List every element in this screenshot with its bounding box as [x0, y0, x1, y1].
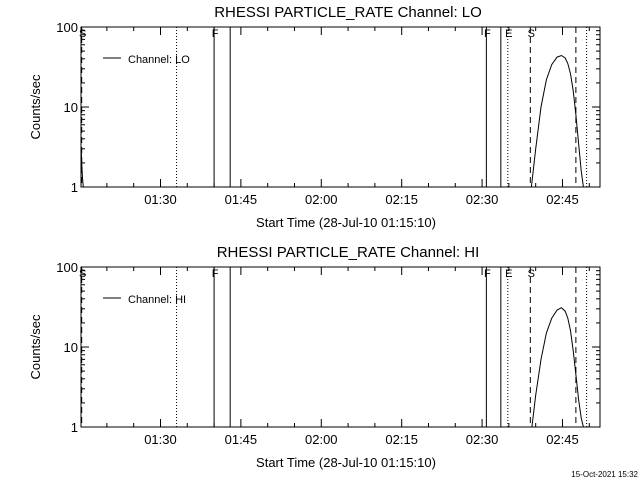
x-tick-label: 02:45	[546, 192, 579, 207]
x-tick-label: 01:45	[225, 192, 258, 207]
legend-label: Channel: LO	[128, 54, 190, 66]
hi-channel-panel: RHESSI PARTICLE_RATE Channel: HI Start T…	[28, 244, 601, 470]
x-tick-label: 01:45	[225, 432, 258, 447]
x-tick-label: 02:00	[305, 432, 338, 447]
y-tick-label: 1	[71, 420, 78, 435]
chart-title: RHESSI PARTICLE_RATE Channel: LO	[214, 4, 482, 21]
x-tick-label: 02:00	[305, 192, 338, 207]
x-tick-label: 02:15	[385, 432, 418, 447]
event-marker-label: E	[505, 268, 512, 280]
event-marker-label: S	[79, 268, 86, 280]
event-marker-label: F	[484, 28, 491, 40]
y-tick-label: 10	[64, 340, 78, 355]
series-line	[531, 307, 584, 428]
x-tick-label: 01:30	[144, 192, 177, 207]
chart-title: RHESSI PARTICLE_RATE Channel: HI	[217, 244, 480, 261]
x-axis-label: Start Time (28-Jul-10 01:15:10)	[256, 215, 436, 230]
event-marker-label: S	[528, 268, 535, 280]
x-tick-label: 02:30	[466, 192, 499, 207]
x-tick-label: 02:45	[546, 432, 579, 447]
timestamp: 15-Oct-2021 15:32	[571, 470, 638, 479]
event-marker-label: E	[505, 28, 512, 40]
y-tick-label: 100	[56, 260, 78, 275]
x-tick-label: 02:15	[385, 192, 418, 207]
y-axis-label: Counts/sec	[28, 314, 43, 380]
x-tick-label: 02:30	[466, 432, 499, 447]
event-marker-label: F	[484, 268, 491, 280]
event-marker-label: S	[79, 28, 86, 40]
event-marker-label: S	[528, 28, 535, 40]
lo-channel-panel: RHESSI PARTICLE_RATE Channel: LO Start T…	[28, 4, 601, 230]
x-axis-label: Start Time (28-Jul-10 01:15:10)	[256, 455, 436, 470]
series-line	[80, 148, 84, 188]
x-tick-label: 01:30	[144, 432, 177, 447]
event-marker-label: F	[212, 268, 219, 280]
y-tick-label: 1	[71, 180, 78, 195]
y-axis-label: Counts/sec	[28, 74, 43, 140]
plot-frame	[80, 266, 601, 428]
series-line	[530, 54, 584, 188]
y-tick-label: 10	[64, 100, 78, 115]
y-tick-label: 100	[56, 20, 78, 35]
plot-frame	[80, 26, 601, 188]
legend-label: Channel: HI	[128, 294, 186, 306]
event-marker-label: F	[212, 28, 219, 40]
